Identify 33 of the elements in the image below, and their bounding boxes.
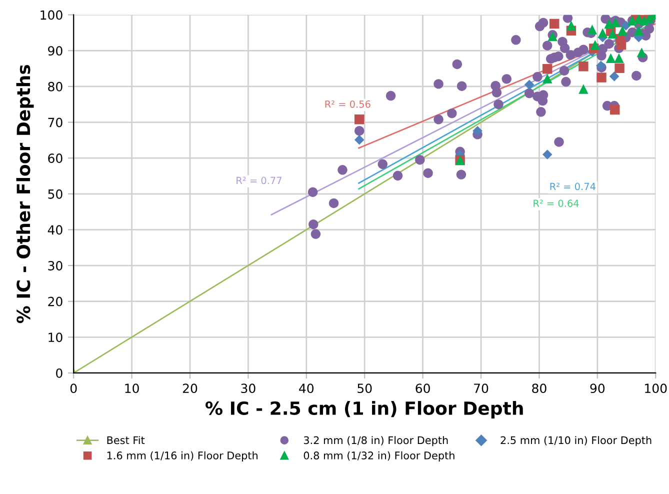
y-axis-title: % IC - Other Floor Depths [16,64,34,324]
x-tick-label: 60 [416,384,430,394]
y-tick-label: 40 [48,225,62,235]
y-tick-label: 30 [48,260,62,270]
annotation: R² = 0.77 [236,176,282,184]
y-tick-label: 80 [48,82,62,92]
y-tick-label: 70 [48,118,62,128]
y-tick-label: 100 [40,10,62,20]
annotation: R² = 0.56 [325,100,370,108]
x-tick-label: 10 [125,384,139,394]
legend-label: 1.6 mm (1/16 in) Floor Depth [107,451,258,462]
legend-label: Best Fit [107,436,145,444]
y-tick-label: 60 [48,154,62,164]
x-tick-label: 0 [70,384,77,394]
x-tick-label: 70 [474,384,488,394]
legend-label: 3.2 mm (1/8 in) Floor Depth [304,436,448,446]
x-tick-label: 40 [299,384,314,394]
x-tick-label: 100 [645,384,667,394]
y-tick-label: 90 [48,46,62,56]
y-tick-label: 20 [48,296,62,306]
x-tick-label: 50 [358,384,372,394]
y-tick-label: 10 [48,332,62,342]
x-tick-label: 90 [590,384,605,394]
x-axis-title: % IC - 2.5 cm (1 in) Floor Depth [206,401,523,419]
legend-label: 0.8 mm (1/32 in) Floor Depth [304,451,454,462]
annotation: R² = 0.64 [534,200,579,207]
legend-label: 2.5 mm (1/10 in) Floor Depth [500,436,652,446]
y-tick-label: 0 [56,368,62,378]
x-tick-label: 30 [241,384,256,394]
annotation: R² = 0.74 [550,182,596,190]
x-tick-label: 80 [532,384,546,394]
y-tick-label: 50 [48,189,62,199]
x-tick-label: 20 [182,384,198,394]
